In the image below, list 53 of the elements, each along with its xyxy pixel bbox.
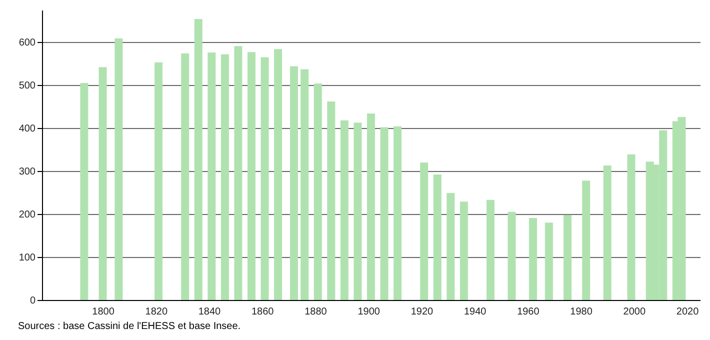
bar — [529, 218, 537, 300]
bar — [446, 193, 455, 300]
y-tick-label: 500 — [18, 80, 36, 92]
bar — [460, 202, 468, 300]
bar — [260, 57, 269, 300]
x-tick-label: 1940 — [464, 306, 487, 318]
bar — [314, 83, 322, 300]
x-tick-label: 1900 — [358, 306, 380, 318]
bar — [290, 66, 298, 300]
bar — [564, 214, 572, 300]
x-tick-label: 1860 — [251, 306, 274, 318]
x-tick-label: 2000 — [623, 306, 646, 318]
bar — [340, 120, 348, 300]
bar — [508, 212, 516, 300]
bar — [544, 222, 553, 300]
x-tick-label: 1880 — [304, 306, 328, 318]
bar — [582, 180, 590, 300]
bar — [486, 200, 495, 300]
x-tick-label: 1840 — [198, 306, 222, 318]
bar — [380, 127, 388, 300]
bar — [154, 62, 163, 300]
bar — [234, 46, 242, 300]
y-tick-label: 200 — [18, 210, 36, 221]
bar — [98, 67, 107, 300]
bar — [627, 154, 636, 300]
bar — [433, 174, 442, 300]
bar — [420, 162, 428, 300]
y-tick-label: 0 — [30, 296, 36, 306]
bar — [181, 53, 190, 300]
bar — [300, 69, 309, 300]
y-tick-label: 300 — [18, 166, 36, 178]
bar — [208, 52, 216, 300]
bar — [114, 38, 123, 300]
bar — [354, 122, 362, 300]
x-tick-label: 1920 — [410, 306, 434, 318]
y-tick-label: 600 — [18, 38, 36, 49]
bar — [603, 166, 612, 300]
x-tick-label: 2020 — [676, 306, 700, 318]
y-tick-label: 400 — [18, 124, 36, 135]
bar — [394, 126, 402, 300]
bar — [247, 52, 256, 300]
bar — [194, 19, 202, 300]
bar — [274, 49, 282, 300]
x-tick-label: 1820 — [145, 306, 168, 318]
y-tick-label: 100 — [18, 252, 36, 264]
bar — [220, 54, 229, 300]
x-tick-label: 1980 — [570, 306, 593, 318]
bar — [80, 83, 88, 300]
x-tick-label: 1960 — [517, 306, 540, 318]
bar — [367, 114, 375, 300]
bar — [327, 102, 336, 300]
source-note: Sources : base Cassini de l'EHESS et base Insee. — [18, 321, 241, 332]
x-tick-label: 1800 — [92, 306, 115, 318]
